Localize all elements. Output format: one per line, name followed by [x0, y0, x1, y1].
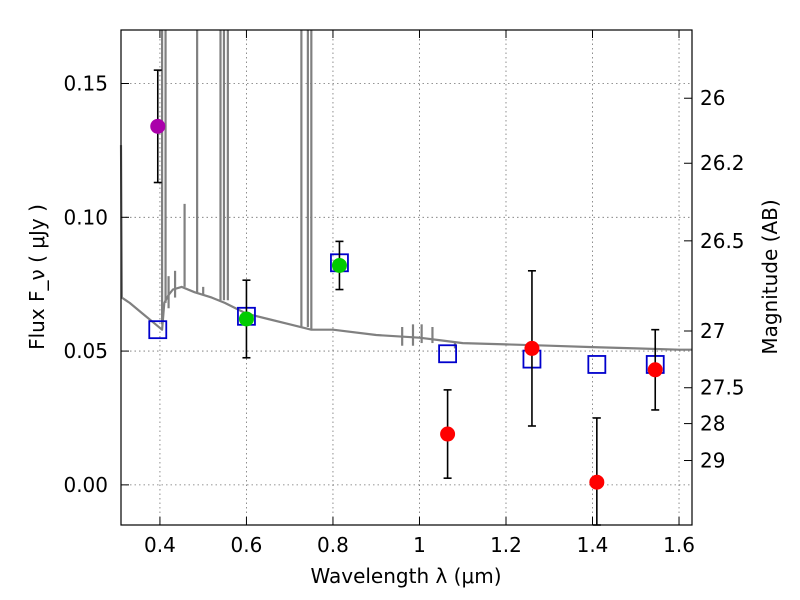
y-tick-label: 0.15 [63, 72, 108, 96]
y2-tick-label: 27 [700, 319, 725, 343]
y-tick-label: 0.00 [63, 473, 108, 497]
y2-tick-label: 26 [700, 86, 725, 110]
observed-flux-point [238, 311, 254, 327]
tick-layer: 0.4 0.6 0.8 1 1.2 1.4 1.6 0.00 0.05 0.10 0.15 26 26.… [63, 30, 745, 557]
observed-flux-point [647, 362, 663, 378]
observed-flux-point [331, 257, 347, 273]
y2-tick-label: 27.5 [700, 376, 745, 400]
x-tick-label: 0.6 [231, 533, 263, 557]
x-tick-label: 0.4 [144, 533, 176, 557]
x-tick-label: 1.6 [663, 533, 695, 557]
y-tick-label: 0.05 [63, 339, 108, 363]
model-photometry-square [438, 344, 457, 364]
model-photometry-square [587, 355, 607, 374]
grid-layer [121, 30, 692, 525]
x-tick-label: 0.8 [317, 533, 349, 557]
x-tick-label: 1.4 [577, 533, 609, 557]
observed-flux-point [589, 474, 605, 490]
y2-tick-label: 26.2 [700, 151, 745, 175]
y2-tick-label: 28 [700, 412, 725, 436]
y2-tick-label: 26.5 [700, 229, 745, 253]
model-photometry-square [148, 320, 168, 340]
observed-flux-point [150, 118, 166, 134]
observed-flux-point [524, 340, 540, 356]
plot-frame [120, 29, 693, 526]
y-tick-label: 0.10 [63, 205, 108, 229]
observed-flux-point [440, 426, 456, 442]
x-tick-label: 1 [413, 533, 426, 557]
y2-tick-label: 29 [700, 449, 725, 473]
y-axis-label: Flux F_ν ( μJy ) [25, 204, 49, 350]
x-axis-label: Wavelength λ (μm) [310, 564, 501, 588]
data-layer [119, 30, 692, 526]
right-axis-label: Magnitude (AB) [758, 199, 782, 354]
x-tick-label: 1.2 [490, 533, 522, 557]
